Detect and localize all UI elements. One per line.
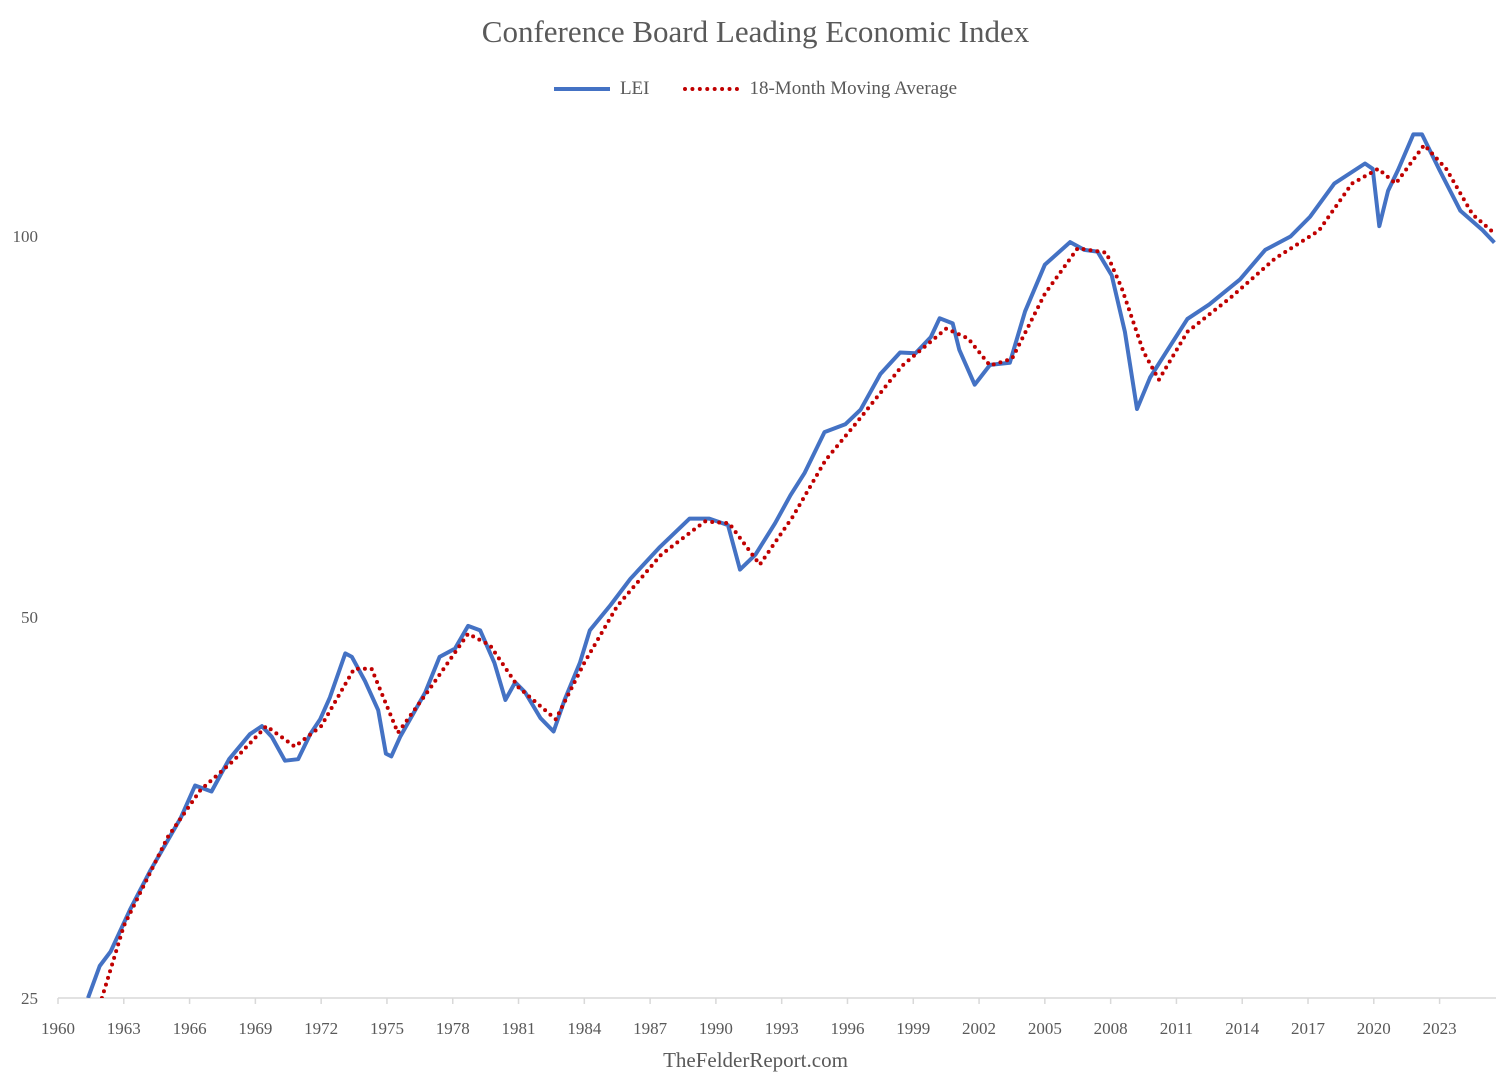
x-tick-label: 1963 <box>107 1019 141 1038</box>
x-tick-label: 1999 <box>896 1019 930 1038</box>
x-tick-label: 1972 <box>304 1019 338 1038</box>
x-tick-label: 1975 <box>370 1019 404 1038</box>
legend-item-moving-average: 18-Month Moving Average <box>683 78 957 100</box>
x-tick-label: 1966 <box>173 1019 207 1038</box>
x-tick-label: 1996 <box>830 1019 864 1038</box>
legend-item-lei: LEI <box>553 78 650 100</box>
x-tick-label: 1990 <box>699 1019 733 1038</box>
x-tick-label: 1987 <box>633 1019 668 1038</box>
x-tick-label: 1981 <box>502 1019 536 1038</box>
y-tick-label: 25 <box>21 989 38 1008</box>
x-tick-label: 1993 <box>765 1019 799 1038</box>
x-tick-label: 2014 <box>1225 1019 1260 1038</box>
legend-label-lei: LEI <box>619 78 650 99</box>
x-tick-label: 2017 <box>1291 1019 1326 1038</box>
legend-label-moving-average: 18-Month Moving Average <box>749 78 958 99</box>
x-tick-label: 2011 <box>1160 1019 1193 1038</box>
x-tick-label: 1960 <box>41 1019 75 1038</box>
legend-swatch-moving-average <box>683 87 740 91</box>
x-tick-label: 1969 <box>238 1019 272 1038</box>
chart-title: Conference Board Leading Economic Index <box>481 14 1030 49</box>
y-tick-label: 50 <box>21 608 38 627</box>
x-tick-label: 2023 <box>1423 1019 1457 1038</box>
legend-swatch-lei <box>553 87 610 91</box>
legend: LEI 18-Month Moving Average <box>0 78 1511 100</box>
x-tick-label: 2005 <box>1028 1019 1062 1038</box>
source-label: TheFelderReport.com <box>663 1048 848 1072</box>
x-tick-label: 2020 <box>1357 1019 1391 1038</box>
x-tick-label: 1984 <box>567 1019 602 1038</box>
x-tick-label: 1978 <box>436 1019 470 1038</box>
series-line-lei <box>86 132 1496 998</box>
series-line-moving-average <box>99 143 1497 998</box>
y-tick-label: 100 <box>13 227 39 246</box>
x-tick-label: 2002 <box>962 1019 996 1038</box>
x-tick-label: 2008 <box>1094 1019 1128 1038</box>
